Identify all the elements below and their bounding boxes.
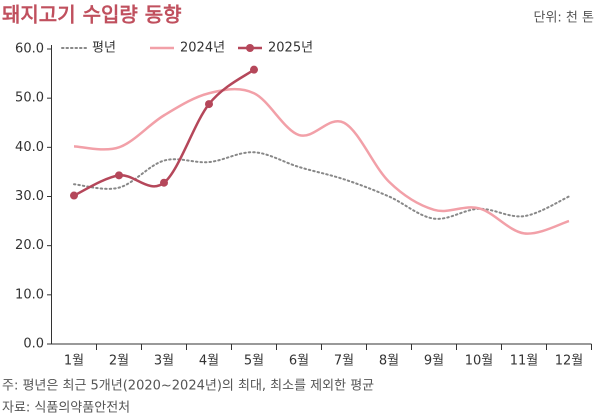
x-tick-label: 5월	[244, 354, 264, 369]
legend-marker	[246, 44, 254, 52]
y-tick-label: 30.0	[15, 189, 44, 204]
point	[160, 178, 168, 187]
legend-label: 2025년	[268, 41, 313, 56]
chart-title: 돼지고기 수입량 동향	[2, 3, 182, 27]
x-tick-label: 10월	[465, 354, 494, 369]
y-tick-label: 50.0	[15, 91, 44, 106]
point	[115, 171, 123, 180]
x-tick-label: 3월	[154, 354, 174, 369]
x-tick-label: 7월	[334, 354, 354, 369]
x-tick-label: 2월	[109, 354, 129, 369]
x-tick-label: 4월	[199, 354, 219, 369]
y-tick-label: 0.0	[23, 337, 44, 352]
legend-label: 2024년	[180, 41, 225, 56]
point	[70, 191, 78, 200]
x-tick-label: 9월	[424, 354, 444, 369]
x-tick-label: 11월	[510, 354, 539, 369]
y-tick-label: 10.0	[15, 287, 44, 302]
note: 주: 평년은 최근 5개년(2020~2024년)의 최대, 최소를 제외한 평…	[2, 379, 374, 394]
series-line	[73, 87, 570, 235]
point	[205, 100, 213, 109]
x-tick-label: 6월	[289, 354, 309, 369]
y-tick-label: 20.0	[15, 238, 44, 253]
point	[250, 65, 258, 74]
unit-label: 단위: 천 톤	[534, 11, 595, 26]
series-line	[73, 68, 255, 197]
x-tick-label: 12월	[555, 354, 584, 369]
legend-label: 평년	[92, 41, 116, 56]
x-tick-label: 1월	[64, 354, 84, 369]
x-tick-label: 8월	[379, 354, 399, 369]
y-tick-label: 60.0	[15, 42, 44, 57]
source: 자료: 식품의약품안전처	[2, 401, 130, 416]
y-tick-label: 40.0	[15, 140, 44, 155]
